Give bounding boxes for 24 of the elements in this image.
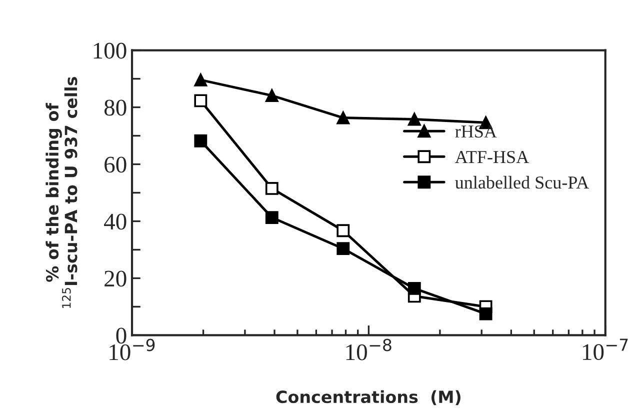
point [336,224,350,238]
point [265,182,278,195]
y-axis-title: % of the binding of $^{125}$I-scu-PA to U 937 cells [46,77,78,308]
point [194,94,208,108]
point [408,282,421,295]
legend-label: rHSA [455,125,497,138]
y-tick-label: 20 [104,270,126,287]
x-axis-title: Concentrations (M) [276,390,460,406]
y-tick-label: 40 [104,214,126,230]
legend-label: unlabelled Scu-PA [455,176,589,189]
y-tick-label: 60 [104,156,126,173]
point [194,73,208,86]
point [194,134,208,148]
y-tick-label: 100 [94,42,126,59]
x-tick-label: 10$^{−7}$ [583,338,628,360]
legend-label: ATF-HSA [455,150,529,164]
point [408,112,421,126]
point [479,307,492,320]
point [265,89,278,102]
point [265,211,278,224]
point [336,111,350,124]
point [336,242,350,256]
x-tick-label: 10$^{−8}$ [346,338,392,360]
y-tick-label: 80 [104,100,126,116]
